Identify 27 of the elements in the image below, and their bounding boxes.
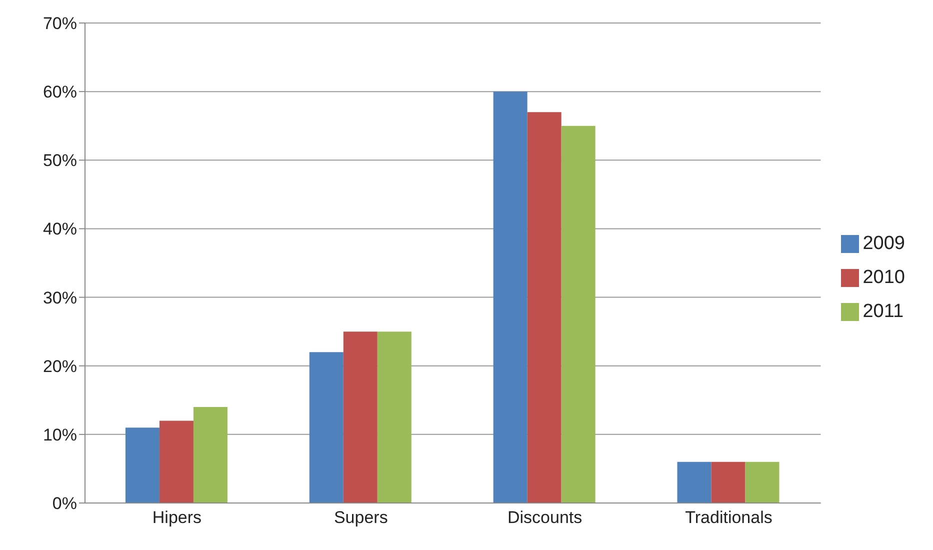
bar [377,332,412,503]
bar [309,352,344,503]
bar [745,462,780,503]
bar [527,112,562,503]
bar [159,420,194,503]
y-tick-label: 70% [42,14,77,34]
x-tick-label: Traditionals [685,508,772,528]
bar [343,332,378,503]
x-tick-label: Supers [334,508,388,528]
x-tick-label: Discounts [508,508,582,528]
legend-label: 2010 [862,267,905,288]
legend-label: 2011 [862,301,904,322]
x-tick-label: Hipers [152,508,202,528]
bar [711,462,746,503]
bar [677,462,712,503]
legend-label: 2009 [862,233,905,254]
y-tick-label: 30% [42,288,77,308]
y-tick-label: 50% [42,151,77,170]
y-tick-label: 0% [52,494,77,514]
bar [493,92,528,503]
bar [561,126,596,503]
bar [125,428,160,503]
y-tick-label: 40% [42,220,77,239]
y-tick-label: 60% [42,82,77,102]
y-tick-label: 20% [42,356,77,376]
bar [193,407,228,503]
y-tick-label: 10% [42,425,77,444]
